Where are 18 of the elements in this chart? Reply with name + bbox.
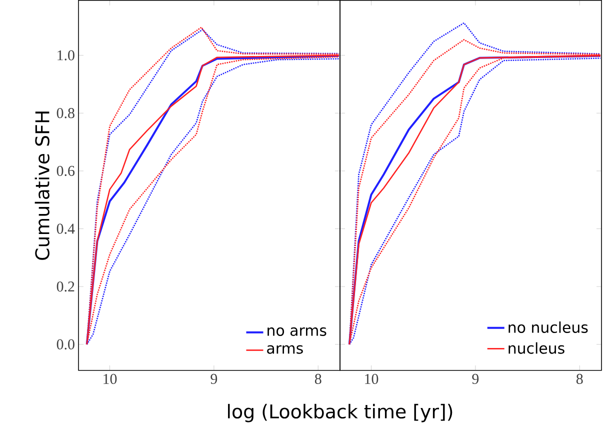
x-axis-title: log (Lookback time [yr]) [228, 404, 452, 422]
y-tick-label: 0.0 [56, 339, 74, 350]
x-tick-label: 8 [576, 374, 583, 384]
y-tick-label: 0.2 [56, 281, 74, 292]
x-tick-label: 10 [104, 374, 117, 384]
y-tick-label: 0.8 [56, 108, 74, 118]
x-tick-label: 9 [472, 374, 479, 384]
y-tick-label: 0.6 [56, 166, 75, 176]
y-tick-label: 0.4 [56, 223, 75, 234]
legend-label: no arms [268, 327, 326, 336]
y-axis-title: Cumulative SFH [34, 111, 50, 260]
legend-label: arms [267, 345, 303, 354]
legend-label: no nucleus [508, 321, 588, 333]
x-tick-label: 9 [210, 374, 218, 384]
x-tick-label: 8 [314, 374, 322, 384]
y-tick-label: 1.0 [58, 50, 74, 60]
x-tick-label: 10 [365, 374, 378, 384]
legend-label: nucleus [508, 342, 564, 354]
